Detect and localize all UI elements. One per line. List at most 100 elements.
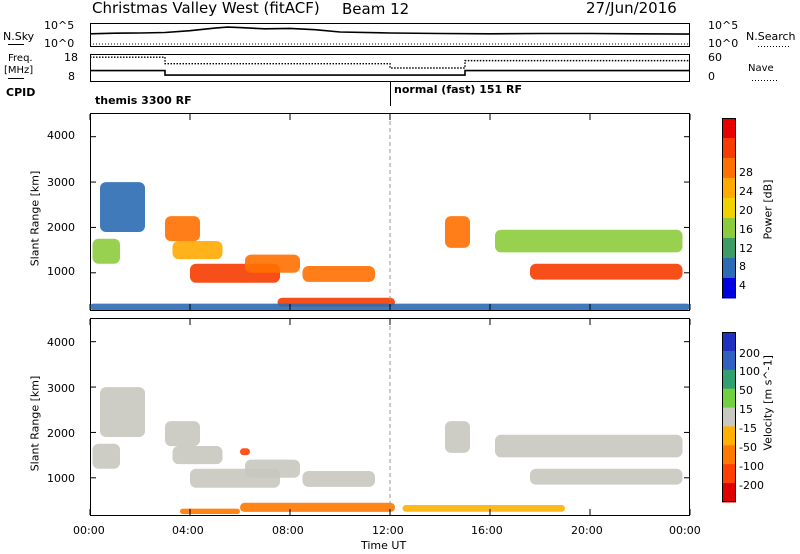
power-scatter-region: [495, 229, 683, 253]
velocity-colorbar-segment: [722, 464, 736, 484]
freq-panel-frame: [90, 54, 690, 82]
velocity-cbar-tick: 15: [739, 403, 753, 416]
noise-panel-frame: [90, 23, 690, 47]
nave-tick-0: 0: [708, 70, 715, 83]
velocity-cbar-tick: -100: [739, 460, 764, 473]
power-scatter-region: [302, 266, 375, 282]
x-axis-label: Time UT: [361, 539, 407, 552]
beam-label: Beam 12: [342, 0, 410, 18]
x-tick-label: 00:00: [73, 524, 105, 537]
power-cbar-tick: 4: [739, 279, 746, 292]
velocity-scatter-region: [445, 421, 470, 453]
velocity-scatter-region: [100, 387, 145, 437]
power-colorbar-segment: [722, 178, 736, 199]
power-scatter-region: [530, 263, 683, 280]
power-scatter-region: [92, 238, 120, 264]
x-tick-label: 16:00: [471, 524, 503, 537]
velocity-scatter-region: [530, 468, 683, 485]
power-scatter-region: [245, 254, 300, 273]
velocity-ytick: 2000: [47, 427, 75, 440]
power-scatter-region: [165, 216, 200, 242]
x-tick-label: 12:00: [372, 524, 404, 537]
velocity-cbar-tick: 50: [739, 384, 753, 397]
power-panel-frame: [90, 113, 690, 311]
nave-series-line: [90, 56, 690, 69]
velocity-scatter-region: [245, 459, 300, 478]
power-scatter-region: [445, 216, 470, 248]
velocity-ytick: 1000: [47, 472, 75, 485]
power-ytick: 3000: [47, 176, 75, 189]
velocity-cbar-tick: 200: [739, 347, 760, 360]
date-label: 27/Jun/2016: [586, 0, 677, 17]
power-scatter-region: [172, 241, 223, 260]
velocity-colorbar-segment: [722, 445, 736, 465]
power-cbar-tick: 20: [739, 204, 753, 217]
velocity-cbar-tick: -50: [739, 441, 757, 454]
velocity-colorbar-segment: [722, 369, 736, 390]
freq-tick-18: 18: [64, 51, 78, 64]
velocity-scatter-region: [172, 446, 223, 465]
velocity-scatter-region: [495, 434, 683, 458]
velocity-colorbar-segment: [722, 332, 736, 352]
power-ytick: 4000: [47, 129, 75, 142]
noise-right-bottom-tick: 10^0: [708, 37, 739, 50]
noise-right-top-tick: 10^5: [708, 19, 739, 32]
velocity-colorbar-segment: [722, 407, 736, 427]
velocity-panel-frame: [90, 318, 690, 516]
x-tick-label: 00:00: [669, 524, 701, 537]
nsky-series-line: [89, 26, 691, 35]
freq-unit-label: [MHz]: [4, 65, 34, 76]
velocity-colorbar-segment: [722, 426, 736, 446]
freq-tick-8: 8: [68, 70, 75, 83]
velocity-ytick: 3000: [47, 382, 75, 395]
power-cbar-tick: 16: [739, 223, 753, 236]
power-cbar-tick: 8: [739, 260, 746, 273]
power-colorbar-segment: [722, 258, 736, 279]
velocity-colorbar-segment: [722, 350, 736, 371]
cpid-label: CPID: [6, 86, 36, 99]
noise-left-top-tick: 10^5: [44, 19, 75, 32]
power-colorbar-segment: [722, 158, 736, 179]
x-tick-label: 08:00: [272, 524, 304, 537]
cpid-label-themis: themis 3300 RF: [95, 94, 192, 107]
power-colorbar-segment: [722, 218, 736, 239]
nave-label: Nave: [748, 63, 774, 74]
power-colorbar-segment: [722, 198, 736, 219]
power-cbar-tick: 12: [739, 242, 753, 255]
power-colorbar-segment: [722, 138, 736, 159]
power-scatter-region: [100, 182, 145, 232]
power-ytick: 2000: [47, 221, 75, 234]
power-cbar-tick: 28: [739, 166, 753, 179]
x-tick-label: 04:00: [172, 524, 204, 537]
x-tick-label: 20:00: [571, 524, 603, 537]
noise-left-bottom-tick: 10^0: [44, 37, 75, 50]
velocity-scatter-region: [180, 508, 240, 514]
velocity-scatter-region: [302, 471, 375, 487]
power-colorbar-frame: [722, 118, 736, 298]
velocity-ytick: 4000: [47, 336, 75, 349]
power-colorbar-segment: [722, 238, 736, 259]
velocity-cbar-tick: -200: [739, 479, 764, 492]
freq-series-line: [90, 69, 690, 76]
velocity-cbar-tick: 100: [739, 365, 760, 378]
velocity-scatter-region: [240, 502, 395, 512]
power-colorbar-segment: [722, 118, 736, 139]
velocity-cbar-tick: -15: [739, 422, 757, 435]
velocity-colorbar-segment: [722, 483, 736, 503]
cpid-label-normal: normal (fast) 151 RF: [394, 83, 522, 96]
velocity-colorbar-segment: [722, 388, 736, 409]
nsky-label: N.Sky: [3, 30, 35, 43]
nsearch-label: N.Search: [746, 30, 796, 43]
nave-tick-60: 60: [708, 51, 722, 64]
velocity-scatter-region: [402, 505, 565, 512]
velocity-colorbar-frame: [722, 332, 736, 502]
freq-label: Freq.: [8, 53, 33, 64]
velocity-scatter-region: [165, 421, 200, 447]
velocity-scatter-region: [240, 448, 250, 456]
power-cbar-tick: 24: [739, 185, 753, 198]
velocity-scatter-region: [92, 443, 120, 469]
power-ytick: 1000: [47, 265, 75, 278]
power-colorbar-segment: [722, 278, 736, 299]
chart-title: Christmas Valley West (fitACF): [92, 0, 320, 17]
